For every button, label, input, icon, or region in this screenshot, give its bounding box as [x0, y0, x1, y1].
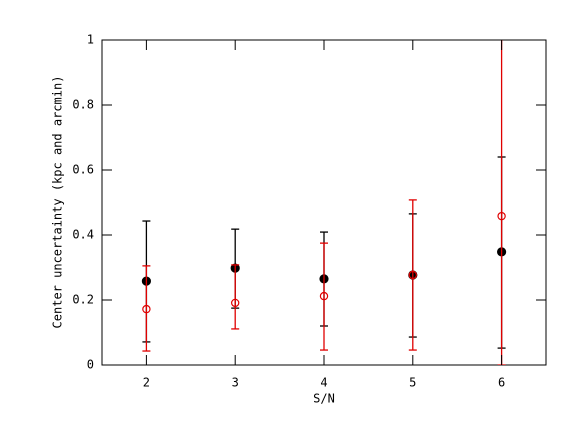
- y-tick-label: 0.8: [72, 98, 94, 112]
- y-tick-label: 0: [87, 358, 94, 372]
- data-point: [319, 291, 329, 301]
- x-tick-label: 3: [232, 376, 239, 390]
- x-axis-label: S/N: [313, 392, 335, 406]
- data-point: [230, 298, 240, 308]
- y-tick-label: 1: [87, 33, 94, 47]
- x-tick-label: 4: [320, 376, 327, 390]
- y-tick-label: 0.6: [72, 163, 94, 177]
- x-tick-label: 5: [409, 376, 416, 390]
- data-point: [142, 304, 151, 314]
- data-point: [497, 211, 506, 221]
- data-point: [408, 270, 417, 280]
- y-axis-label: Center uncertainty (kpc and arcmin): [51, 76, 65, 329]
- y-tick-label: 0.2: [72, 293, 94, 307]
- x-tick-label: 6: [498, 376, 505, 390]
- plot-area: [141, 40, 507, 365]
- x-tick-label: 2: [143, 376, 150, 390]
- y-tick-label: 0.4: [72, 228, 94, 242]
